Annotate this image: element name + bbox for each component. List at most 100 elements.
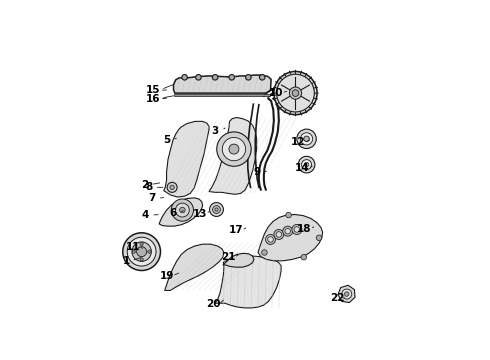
Circle shape: [292, 225, 302, 234]
Circle shape: [123, 233, 161, 270]
Circle shape: [170, 185, 174, 190]
Text: 8: 8: [145, 183, 152, 192]
Polygon shape: [309, 107, 312, 109]
Circle shape: [301, 255, 307, 260]
Circle shape: [276, 232, 282, 237]
Text: 18: 18: [297, 224, 312, 234]
Circle shape: [344, 292, 349, 296]
Circle shape: [262, 250, 267, 255]
Text: 22: 22: [330, 293, 344, 303]
Circle shape: [294, 227, 300, 232]
Polygon shape: [314, 87, 318, 88]
Polygon shape: [209, 117, 257, 194]
Polygon shape: [290, 71, 291, 75]
Polygon shape: [279, 77, 282, 80]
Circle shape: [245, 75, 251, 80]
Polygon shape: [165, 244, 224, 291]
Circle shape: [304, 162, 309, 167]
Polygon shape: [305, 110, 307, 113]
Circle shape: [213, 206, 220, 213]
Text: 17: 17: [228, 225, 243, 235]
Circle shape: [132, 250, 136, 253]
Circle shape: [290, 87, 301, 99]
Circle shape: [127, 237, 156, 266]
Circle shape: [304, 136, 309, 141]
Circle shape: [140, 242, 143, 246]
Circle shape: [277, 74, 314, 112]
Text: 12: 12: [291, 136, 305, 147]
Text: 7: 7: [148, 193, 155, 203]
Polygon shape: [215, 256, 281, 308]
Circle shape: [222, 138, 245, 161]
Text: 21: 21: [221, 252, 236, 262]
Polygon shape: [159, 198, 203, 226]
Circle shape: [274, 72, 317, 115]
Circle shape: [301, 159, 312, 170]
Polygon shape: [300, 71, 301, 75]
Text: 15: 15: [147, 85, 161, 95]
Text: 10: 10: [269, 88, 283, 98]
Circle shape: [180, 207, 185, 213]
Text: 2: 2: [141, 180, 148, 190]
Polygon shape: [314, 98, 318, 99]
Polygon shape: [284, 73, 286, 76]
Circle shape: [283, 226, 293, 236]
Polygon shape: [312, 103, 316, 105]
Polygon shape: [273, 87, 277, 88]
Polygon shape: [275, 103, 279, 105]
Text: 5: 5: [163, 135, 170, 145]
Circle shape: [196, 75, 201, 80]
Circle shape: [300, 133, 313, 145]
Circle shape: [137, 247, 147, 257]
Circle shape: [298, 156, 315, 173]
Polygon shape: [300, 112, 301, 115]
Polygon shape: [312, 81, 316, 84]
Circle shape: [268, 237, 273, 242]
Circle shape: [259, 75, 265, 80]
Text: 4: 4: [142, 210, 149, 220]
Text: 13: 13: [193, 209, 207, 219]
Circle shape: [140, 258, 143, 261]
Text: 9: 9: [253, 167, 260, 177]
Polygon shape: [275, 81, 279, 84]
Text: 16: 16: [147, 94, 161, 104]
Text: 3: 3: [212, 126, 219, 135]
Polygon shape: [309, 77, 312, 80]
Polygon shape: [223, 253, 254, 267]
Circle shape: [210, 203, 223, 216]
Text: 14: 14: [294, 163, 309, 174]
Circle shape: [266, 234, 275, 244]
Circle shape: [167, 183, 177, 192]
Polygon shape: [279, 107, 282, 109]
Circle shape: [292, 90, 299, 96]
Circle shape: [229, 75, 235, 80]
Polygon shape: [305, 73, 307, 76]
Polygon shape: [290, 112, 291, 115]
Polygon shape: [258, 215, 322, 261]
Text: 1: 1: [123, 256, 130, 266]
Circle shape: [182, 75, 187, 80]
Circle shape: [132, 242, 151, 261]
Circle shape: [285, 228, 291, 234]
Polygon shape: [173, 75, 271, 93]
Circle shape: [342, 289, 352, 299]
Circle shape: [316, 235, 322, 240]
Circle shape: [286, 212, 292, 218]
Polygon shape: [273, 98, 277, 99]
Circle shape: [147, 250, 151, 253]
Polygon shape: [284, 110, 286, 113]
Circle shape: [217, 132, 251, 166]
Circle shape: [297, 129, 316, 149]
Circle shape: [172, 199, 194, 221]
Circle shape: [274, 229, 284, 239]
Polygon shape: [173, 94, 270, 96]
Circle shape: [215, 208, 218, 211]
Circle shape: [212, 75, 218, 80]
Circle shape: [175, 203, 189, 217]
Text: 6: 6: [170, 208, 176, 218]
Polygon shape: [338, 285, 355, 302]
Text: 19: 19: [159, 271, 174, 281]
Text: 11: 11: [126, 242, 141, 252]
Polygon shape: [164, 121, 209, 197]
Text: 20: 20: [206, 299, 220, 309]
